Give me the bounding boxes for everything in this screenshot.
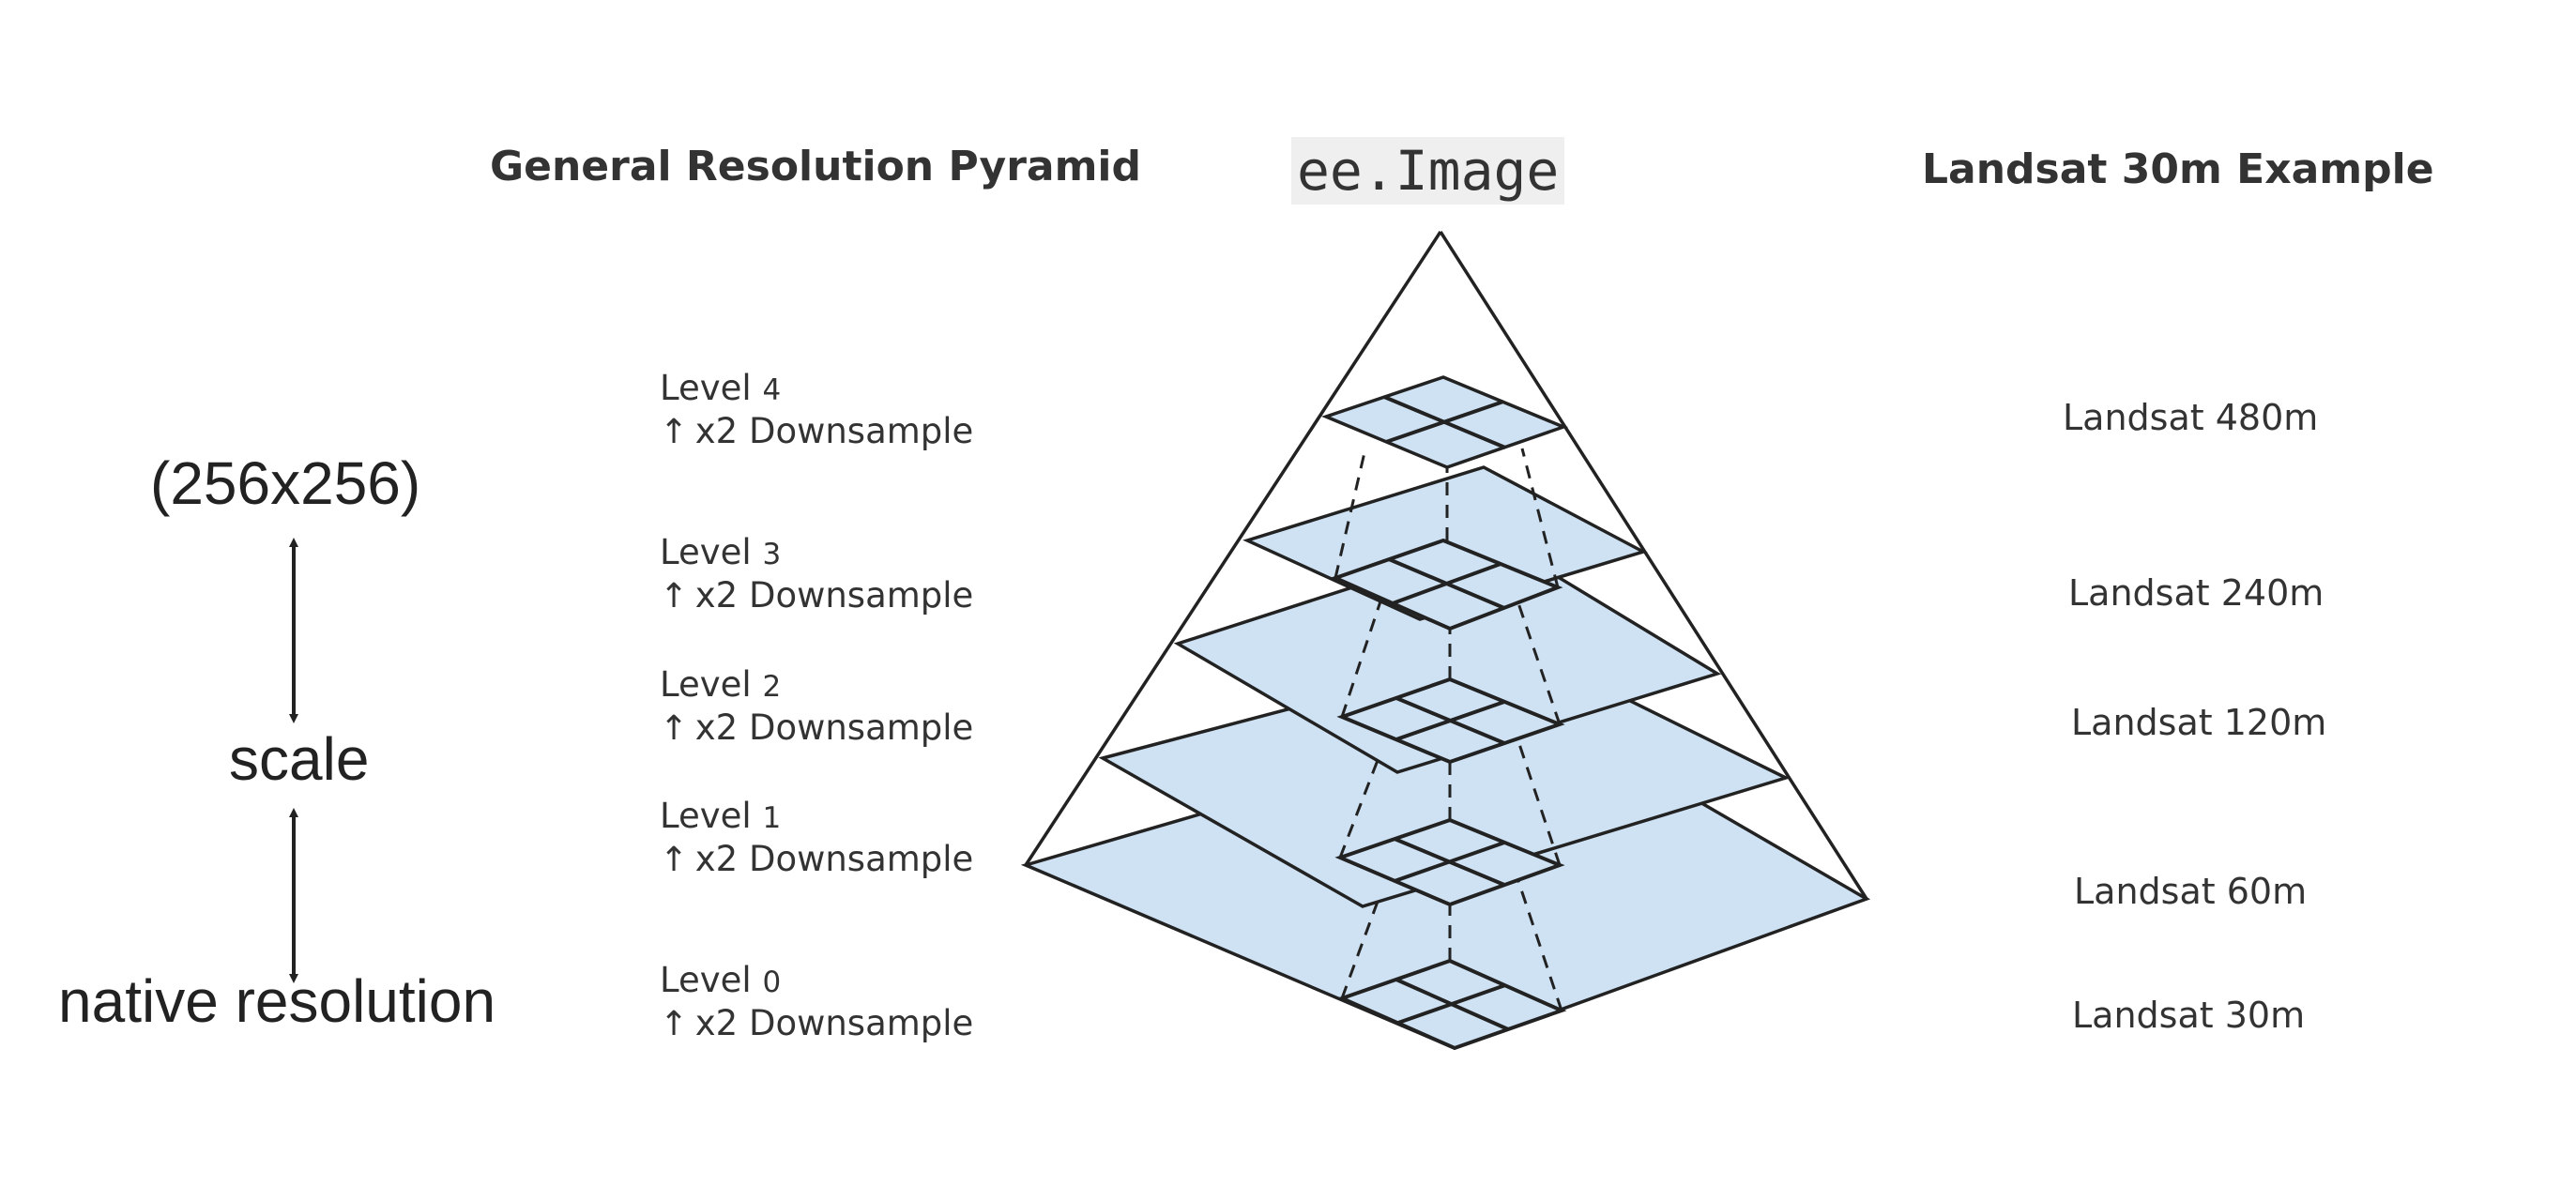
general-pyramid-heading: General Resolution Pyramid <box>490 143 1142 190</box>
downsample-note: x2 Downsample <box>694 575 974 616</box>
level-1-label: Level 1 ↑ x2 Downsample <box>660 796 973 881</box>
level-word: Level <box>660 960 752 1000</box>
landsat-example-heading: Landsat 30m Example <box>1922 145 2434 193</box>
level-0-label: Level 0 ↑ x2 Downsample <box>660 960 973 1045</box>
dashes-3-to-4 <box>1334 448 1560 588</box>
dashes-1-to-2 <box>1338 737 1562 866</box>
level-number: 1 <box>762 801 782 835</box>
level-word: Level <box>660 532 752 572</box>
dashes-0-to-1 <box>1340 877 1563 1011</box>
up-arrow-icon: ↑ <box>660 709 689 748</box>
downsample-note: x2 Downsample <box>694 839 974 879</box>
landsat-480m-label: Landsat 480m <box>2063 397 2319 438</box>
layer-level-3 <box>1242 465 1648 631</box>
up-arrow-icon: ↑ <box>660 1005 689 1043</box>
dashes-2-to-3 <box>1340 598 1562 725</box>
level-number: 3 <box>762 538 782 571</box>
downsample-note: x2 Downsample <box>694 1003 974 1043</box>
level-4-label: Level 4 ↑ x2 Downsample <box>660 368 973 453</box>
up-arrow-icon: ↑ <box>660 577 689 616</box>
pyramid-outline <box>1024 231 1868 900</box>
level-number: 2 <box>762 670 782 704</box>
native-resolution-label: native resolution <box>58 967 496 1035</box>
tile-size-label: (256x256) <box>150 449 421 517</box>
landsat-240m-label: Landsat 240m <box>2068 572 2324 614</box>
level-2-label: Level 2 ↑ x2 Downsample <box>660 664 973 750</box>
downsample-note: x2 Downsample <box>694 707 974 748</box>
landsat-30m-label: Landsat 30m <box>2072 995 2306 1036</box>
ee-image-heading: ee.Image <box>1291 137 1565 205</box>
level-number: 4 <box>762 373 782 407</box>
downsample-note: x2 Downsample <box>694 411 974 451</box>
layer-level-4 <box>1321 375 1568 469</box>
level-word: Level <box>660 664 752 705</box>
level-word: Level <box>660 368 752 408</box>
level-3-label: Level 3 ↑ x2 Downsample <box>660 532 973 617</box>
up-arrow-icon: ↑ <box>660 413 689 451</box>
scale-label: scale <box>229 725 370 793</box>
landsat-60m-label: Landsat 60m <box>2074 871 2308 912</box>
up-arrow-icon: ↑ <box>660 841 689 879</box>
landsat-120m-label: Landsat 120m <box>2071 702 2327 743</box>
level-word: Level <box>660 796 752 836</box>
level-number: 0 <box>762 965 782 999</box>
